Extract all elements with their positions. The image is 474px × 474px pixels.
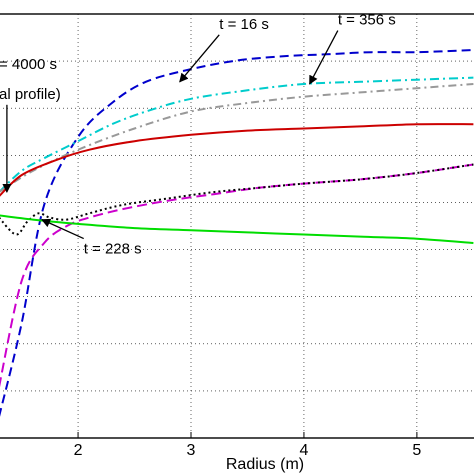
x-tick-label-1: 3 (187, 442, 196, 459)
series-line-0 (0, 49, 474, 417)
series-line-4 (0, 163, 474, 388)
series-line-2 (0, 83, 474, 193)
x-tick-label-2: 4 (299, 442, 308, 459)
annotation-label-2: = 4000 s (0, 56, 57, 73)
series-layer (0, 49, 474, 417)
series-line-3 (0, 123, 474, 197)
annotation-label-0: t = 16 s (219, 16, 269, 33)
annotation-label-4: t = 228 s (84, 241, 142, 258)
x-axis-label: Radius (m) (226, 456, 304, 473)
annotation-arrow-1 (309, 30, 339, 85)
annotation-arrow-4 (41, 218, 84, 240)
plot-frame (0, 13, 474, 439)
x-tick-label-0: 2 (74, 442, 83, 459)
x-tick-label-3: 5 (412, 442, 421, 459)
series-line-1 (0, 76, 474, 193)
x-ticks: 2 3 4 5 (74, 432, 421, 459)
series-line-6 (0, 214, 474, 244)
annotations: t = 16 s t = 356 s = 4000 s al profile) t = … (0, 12, 396, 258)
annotation-arrow-0 (179, 34, 220, 83)
annotation-label-1: t = 356 s (338, 12, 396, 29)
grid (0, 14, 474, 438)
annotation-label-3: al profile) (0, 86, 61, 103)
